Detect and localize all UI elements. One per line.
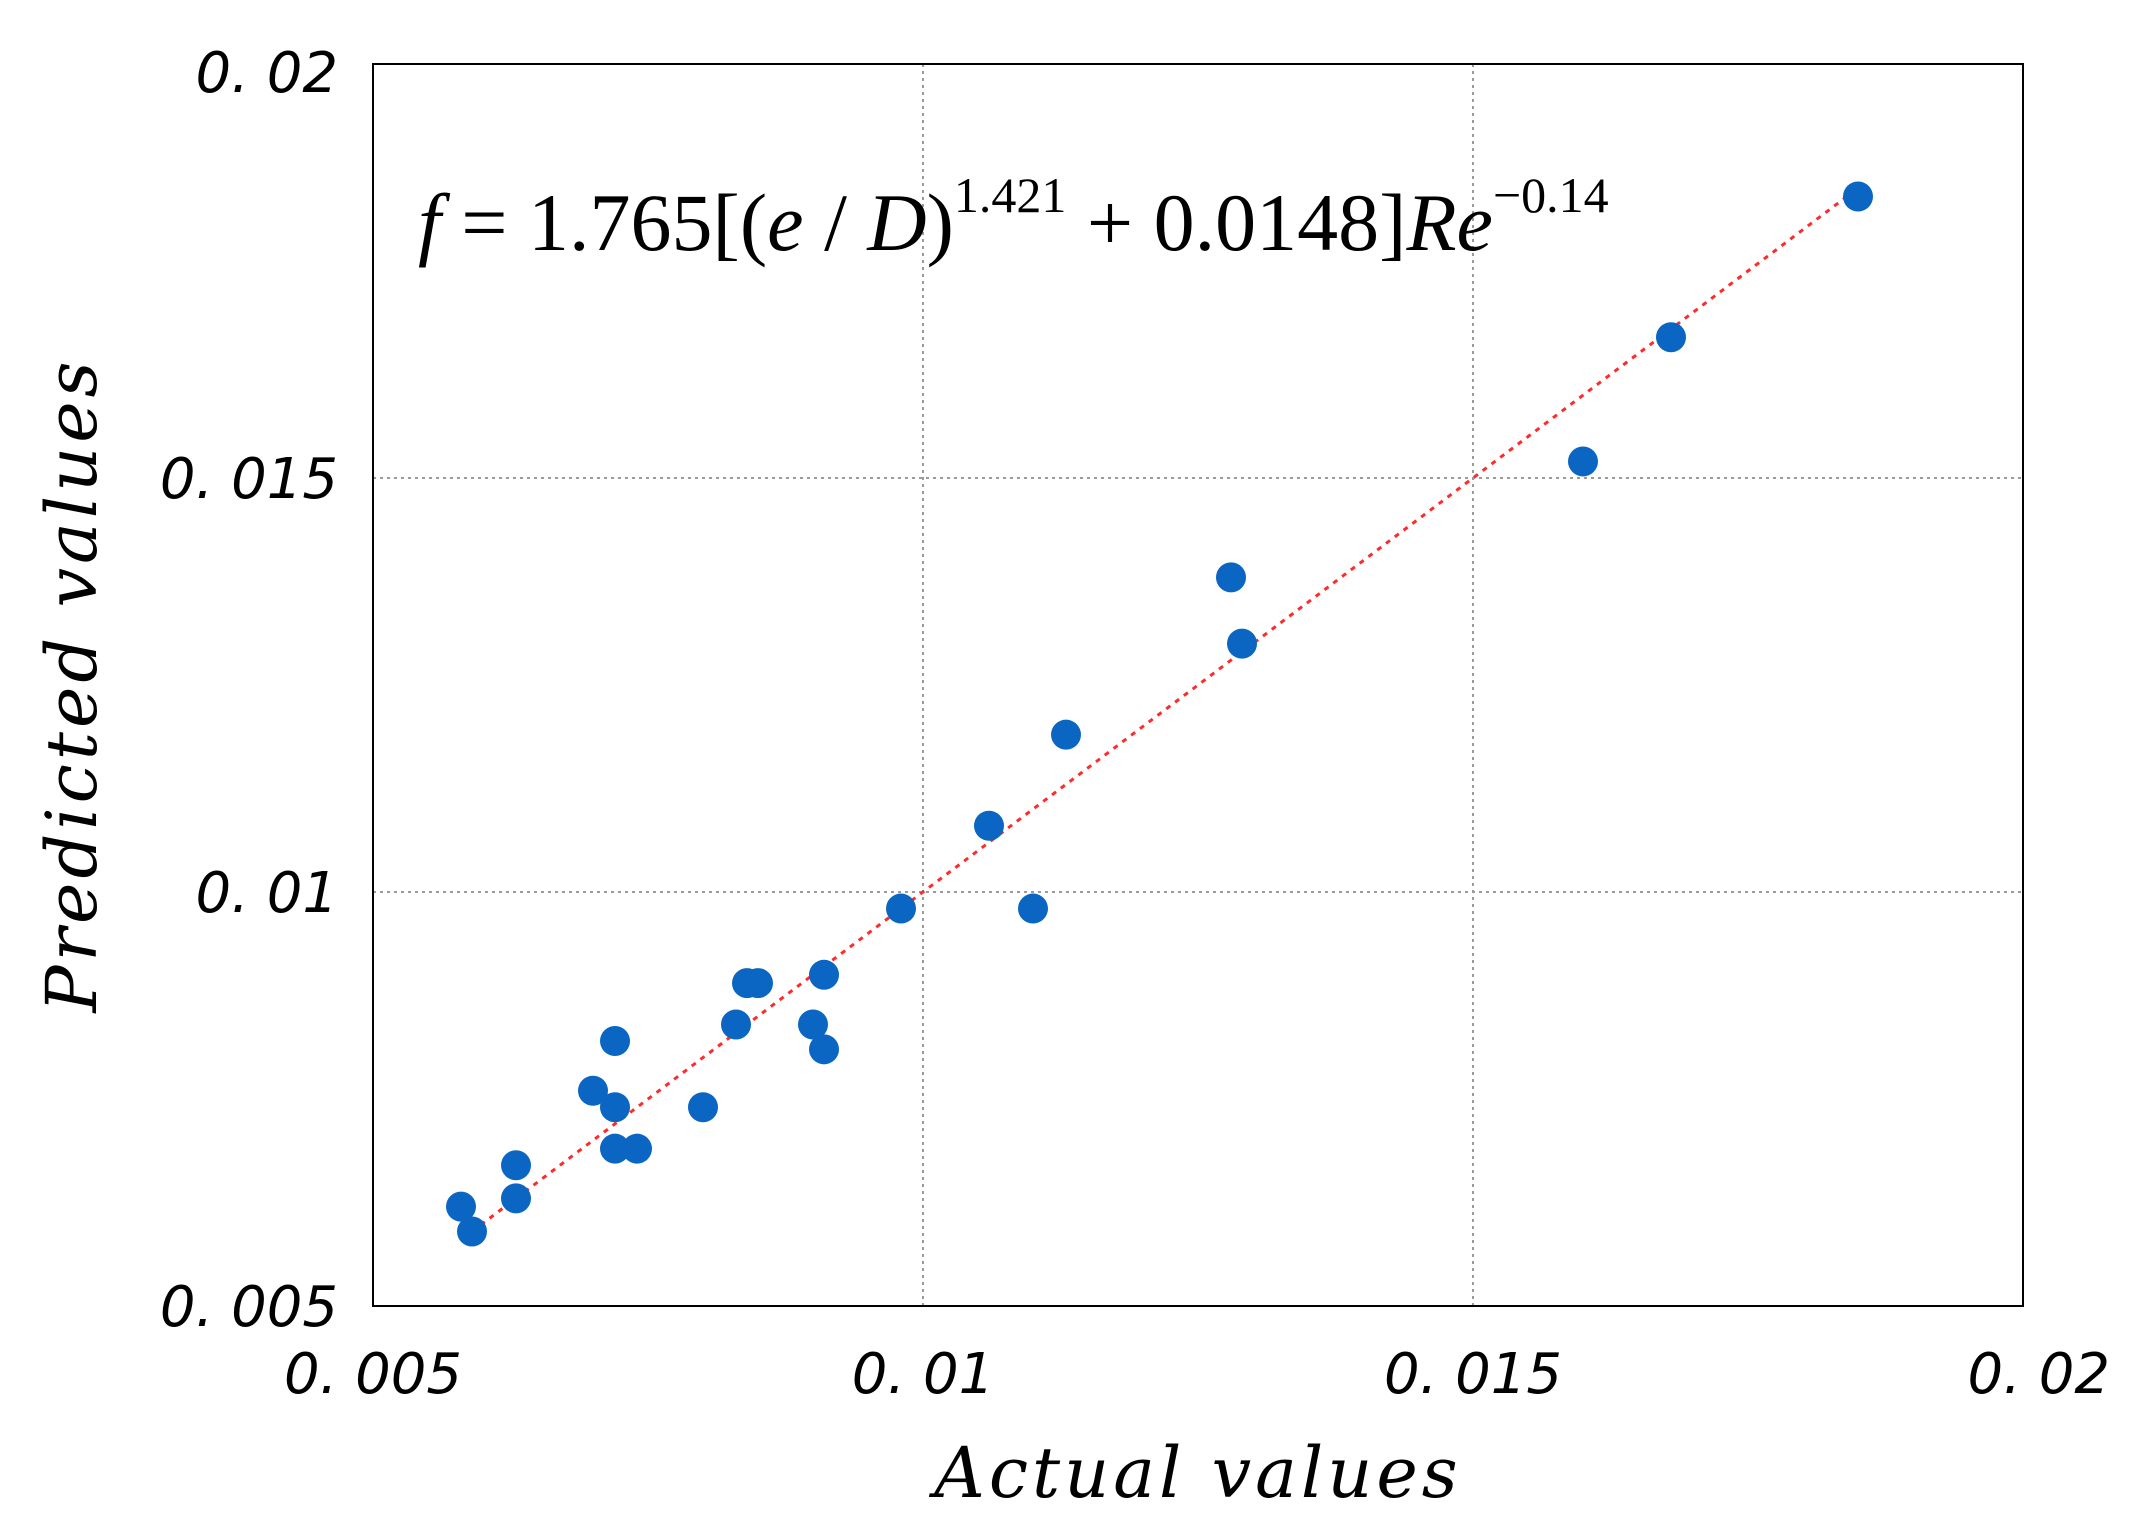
data-point xyxy=(688,1092,718,1123)
data-point xyxy=(501,1183,531,1214)
formula-exp1: 1.421 xyxy=(954,167,1067,223)
data-point xyxy=(743,968,773,999)
data-point xyxy=(1216,562,1246,593)
data-point xyxy=(1051,719,1081,750)
data-point xyxy=(1843,181,1873,212)
plot-frame xyxy=(372,63,2024,1307)
grid-lines xyxy=(373,64,2023,1306)
x-axis-label: Actual values xyxy=(928,1432,1461,1514)
data-point xyxy=(1227,628,1257,659)
formula-mid: + 0.0148] xyxy=(1066,177,1406,268)
data-point xyxy=(600,1092,630,1123)
data-point xyxy=(1018,893,1048,924)
y-tick-label: 0. 02 xyxy=(196,41,339,106)
y-tick-label: 0. 01 xyxy=(196,861,339,926)
data-point xyxy=(501,1150,531,1181)
data-point xyxy=(809,1034,839,1065)
data-point xyxy=(798,1009,828,1040)
data-point xyxy=(446,1191,476,1222)
data-point xyxy=(1656,322,1686,353)
fit-line xyxy=(471,195,1848,1233)
x-tick-label: 0. 01 xyxy=(852,1342,995,1407)
data-point xyxy=(886,893,916,924)
data-point xyxy=(622,1133,652,1164)
formula-slash: / xyxy=(804,177,868,268)
x-tick-label: 0. 005 xyxy=(284,1342,462,1407)
x-tick-label: 0. 02 xyxy=(1968,1342,2111,1407)
y-axis-label: Predicted values xyxy=(31,357,113,1014)
formula-e: e xyxy=(767,177,803,268)
x-tick-label: 0. 015 xyxy=(1384,1342,1562,1407)
data-points xyxy=(446,181,1873,1247)
y-tick-label: 0. 015 xyxy=(160,447,338,512)
formula-annotation: f = 1.765[(e / D)1.421 + 0.0148]Re−0.14 xyxy=(418,167,1609,268)
formula-close: ) xyxy=(927,177,954,268)
data-point xyxy=(578,1075,608,1106)
data-point xyxy=(1568,446,1598,477)
data-point xyxy=(457,1216,487,1247)
data-point xyxy=(600,1133,630,1164)
formula-Re: Re xyxy=(1405,177,1492,268)
formula-eq: = 1.765[( xyxy=(441,177,767,268)
formula-exp2: −0.14 xyxy=(1493,167,1609,223)
data-point xyxy=(600,1026,630,1057)
data-point xyxy=(721,1009,751,1040)
y-tick-label: 0. 005 xyxy=(160,1275,338,1340)
formula-D: D xyxy=(866,177,926,268)
data-point xyxy=(974,810,1004,841)
data-point xyxy=(809,959,839,990)
